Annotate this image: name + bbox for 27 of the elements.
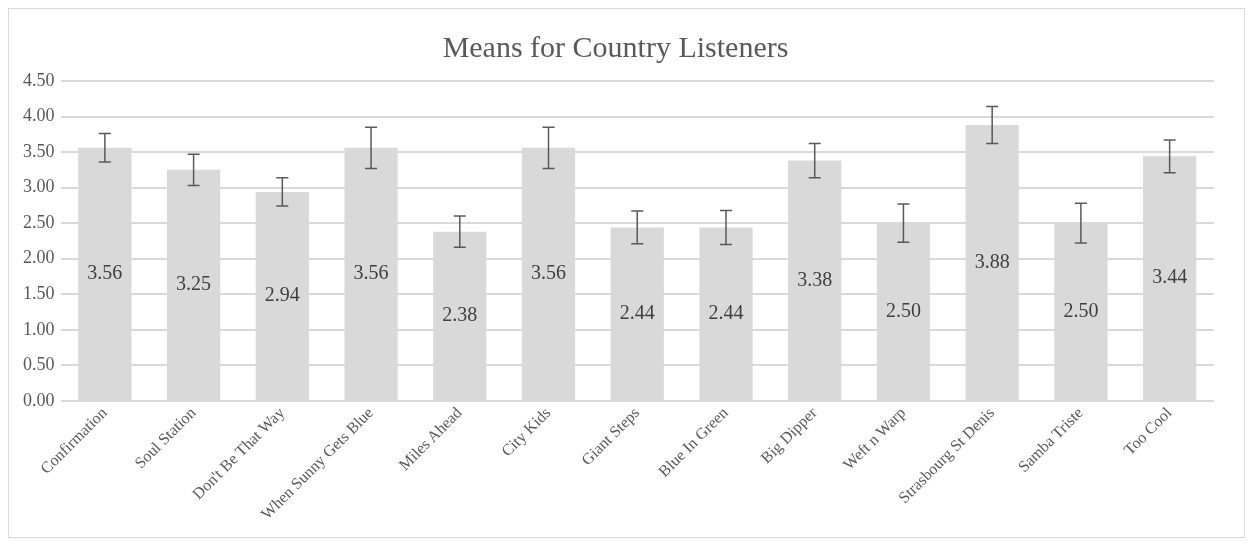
x-tick-label: Too Cool: [1120, 403, 1176, 459]
data-label: 2.50: [885, 298, 921, 321]
y-tick-label: 0.00: [23, 389, 55, 410]
data-label: 3.56: [531, 261, 567, 284]
data-label: 2.44: [619, 300, 655, 323]
data-label: 3.88: [974, 249, 1010, 272]
data-label: 3.38: [797, 267, 833, 290]
data-label: 3.44: [1152, 265, 1188, 288]
data-label: 3.56: [87, 261, 123, 284]
data-label: 2.94: [264, 283, 300, 306]
y-tick-label: 2.50: [23, 211, 55, 232]
y-tick-label: 4.50: [23, 69, 55, 90]
data-label: 2.50: [1063, 298, 1099, 321]
y-tick-label: 3.50: [23, 140, 55, 161]
data-label: 2.38: [442, 303, 478, 326]
y-tick-label: 4.00: [23, 105, 55, 126]
y-tick-label: 2.00: [23, 247, 55, 268]
y-tick-label: 0.50: [23, 354, 55, 375]
data-label: 3.25: [176, 272, 212, 295]
y-tick-label: 3.00: [23, 176, 55, 197]
y-tick-label: 1.50: [23, 283, 55, 303]
x-tick-label: City Kids: [497, 403, 555, 461]
chart-title: Means for Country Listeners: [442, 29, 789, 63]
data-label: 3.56: [353, 261, 389, 284]
data-label: 2.44: [708, 300, 744, 323]
x-tick-label: Weft n Warp: [839, 403, 910, 474]
y-tick-label: 1.00: [23, 318, 55, 339]
